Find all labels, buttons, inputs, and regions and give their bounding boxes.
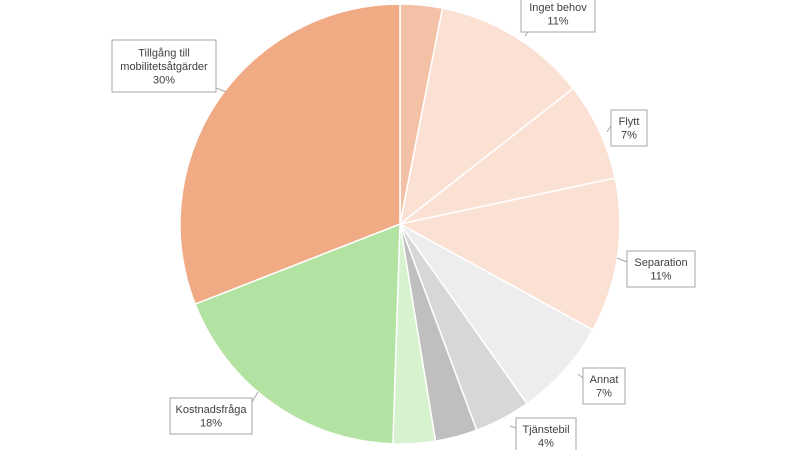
data-label-inget-behov-1: Inget behov 11% [520,0,596,33]
data-label-kostnadsfraga-8: Kostnadsfråga 18% [169,397,253,435]
data-label-box [626,250,696,288]
data-label-box [169,397,253,435]
data-label-percent: 11% [650,271,671,283]
data-label-box [520,0,596,33]
leader-lines [215,31,628,429]
data-labels: Inget behov 11% Flytt 7% Separation 11% Annat 7… [111,0,696,450]
data-label-box [515,417,577,450]
data-label-tjanstebil-5: Tjänstebil 4% [515,417,577,450]
data-label-category: Tillgång till [138,47,190,59]
data-label-separation-3: Separation 11% [626,250,696,288]
leader-line-flytt-2 [606,125,612,133]
data-label-box [111,39,217,93]
data-label-category: Tjänstebil [522,424,569,436]
data-label-box [582,367,626,405]
pie-slice-annat-4 [399,223,594,405]
data-label-annat-4: Annat 7% [582,367,626,405]
leader-line-separation-3 [616,257,628,263]
data-label-category: Kostnadsfråga [176,404,248,416]
data-label-box [610,109,648,147]
data-label-percent: 7% [596,388,612,400]
leader-line-tillgang-till-mobilitetsatgarder-9 [215,87,227,93]
data-label-percent: 4% [538,438,554,450]
pie-slice-kostnadsfraga-8 [194,222,401,445]
pie-slice-flytt-2 [399,87,617,225]
data-label-percent: 18% [200,418,222,430]
leader-line-annat-4 [577,373,584,379]
data-label-percent: 30% [153,74,175,86]
pie-slice-inget-behov-1 [398,7,575,226]
data-label-flytt-2: Flytt 7% [610,109,648,147]
leader-line-kostnadsfraga-8 [251,391,259,403]
leader-line-inget-behov-1 [524,31,529,37]
data-label-category: Inget behov [529,2,587,14]
data-label-percent: 7% [621,130,637,142]
pie-slice-separation-3 [397,177,621,331]
data-label-category: mobilitetsåtgärder [120,61,208,73]
pie-slice-tillgang-till-mobilitetsatgarder-9 [179,3,401,306]
data-label-category: Annat [590,374,619,386]
data-label-category: Flytt [619,116,640,128]
data-label-percent: 11% [547,16,568,28]
pie-slices [179,3,621,445]
data-label-category: Separation [634,257,687,269]
leader-line-tjanstebil-5 [509,425,517,429]
